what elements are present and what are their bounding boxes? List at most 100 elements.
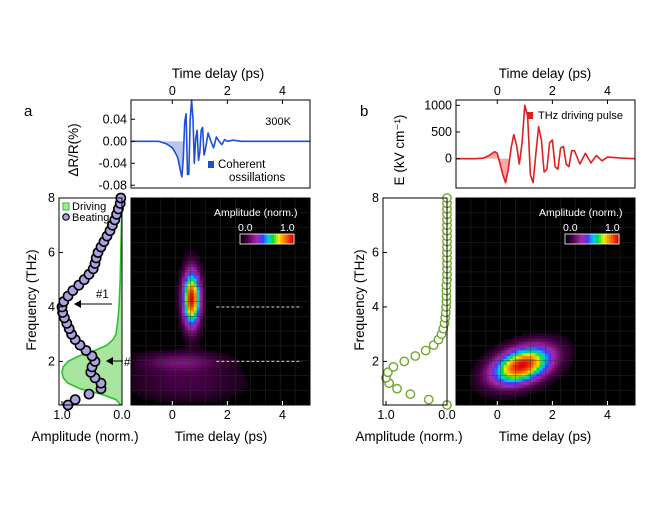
aSpec-frame [58,197,123,406]
aMap-cell [184,338,189,343]
aMap-cell [178,298,183,302]
aMap-cell [131,373,135,377]
bMap-cell [509,382,514,386]
bMap-cell [470,373,475,377]
aMap-cell [196,399,201,403]
bMap-cell [500,390,505,394]
aMap-cell [190,393,195,397]
aMap-cell [190,315,195,320]
aMap-cell [184,353,189,357]
b-top-ylabel: E (kV cm⁻¹) [392,115,407,186]
bMap-cell [491,367,496,371]
bMap-cell [494,384,499,389]
bMap-cell [530,367,534,371]
bMap-cell [542,370,546,374]
aMap-cell [184,367,189,371]
bMap-cell [509,373,514,377]
bMap-cell [512,344,517,348]
aMap-cell [184,267,189,271]
bMap-cell [530,387,534,392]
bMap-cell [542,341,546,346]
bMap-cell [512,373,517,377]
aMap-cell [190,341,195,346]
b-top-xlabel: Time delay (ps) [499,66,592,81]
aMap-cell [142,390,147,394]
bMap-cell [566,344,570,348]
bMap-cell [557,364,561,369]
bMap-cell [512,347,517,351]
bMap-cell [527,376,531,380]
aMap-cell [175,376,180,380]
bMap-cell [503,387,508,392]
aMap-cell [148,379,153,383]
panel-a-time-trace: Time delay (ps) ΔR/R(%) 300K Coherent os… [66,66,311,192]
aMap-cell [151,376,156,380]
aMap-cell [175,353,180,357]
aMap-cell [238,367,242,371]
bMap-cell [488,387,493,392]
aMap-cell [169,376,174,380]
aMap-cell [169,356,174,360]
bMap-colorbar-label: Amplitude (norm.) [539,207,622,219]
aMap-cell [184,333,189,337]
aMap-cell [193,287,198,291]
aMap-cell [190,269,195,274]
bMap-cell [512,336,517,340]
aMap-cell [178,315,183,320]
aMap-cell [163,382,168,386]
bMap-cell [530,384,534,389]
b-spec-marker [399,356,410,367]
aMap-cell [136,376,141,380]
bMap-cell [515,379,520,383]
bSpec-ytick-label-1: 4 [372,300,379,314]
bMap-cell [497,379,502,383]
aTop-series-line [131,99,310,178]
aMap-cell [133,364,138,369]
aMap-cell [199,318,203,323]
aMap-cell [190,356,195,360]
bMap-cell [518,376,523,380]
bMap-cell [557,356,561,360]
aMap-cell [229,367,233,371]
aMap-cell [190,376,195,380]
aMap-cell [178,361,183,366]
aMap-cell [133,361,138,366]
bMap-cell [551,338,555,343]
bMap-cell [506,347,511,351]
aMap-cell [238,387,242,392]
bMap-cell [545,356,549,360]
bMap-cell [482,390,487,394]
bMap-cell [539,384,543,389]
aMap-cell [131,370,135,374]
aMap-cell [193,258,198,262]
aMap-cell [166,361,171,366]
bMap-cell [485,361,490,366]
aMap-cell [178,307,183,311]
bMap-cell [560,353,564,357]
bMap-cell [536,356,540,360]
aMap-cell [187,396,192,400]
bMap-cell [527,341,531,346]
bMap-cell [524,361,528,366]
aMap-cell [199,390,203,394]
aMap-cell [235,370,239,374]
aMap-cell [145,367,150,371]
aMap-cell [193,330,198,334]
aMap-cell [199,327,203,331]
aMap-cell [160,390,165,394]
aMap-cell [187,292,192,297]
aMap-cell [205,367,209,371]
aMap-cell [142,373,147,377]
aMap-cell [160,399,165,403]
aMap-colorbar-cell [240,234,243,244]
aMap-cell [169,390,174,394]
bMap-cell [473,382,478,386]
bMap-cell [533,379,537,383]
bMap-cell [545,350,549,354]
bMap-cell [491,393,496,397]
bMap-cell [554,347,558,351]
bMap-cell [527,387,531,392]
bMap-cell [545,338,549,343]
aMap-cell [169,350,174,354]
bMap-cell [524,387,528,392]
